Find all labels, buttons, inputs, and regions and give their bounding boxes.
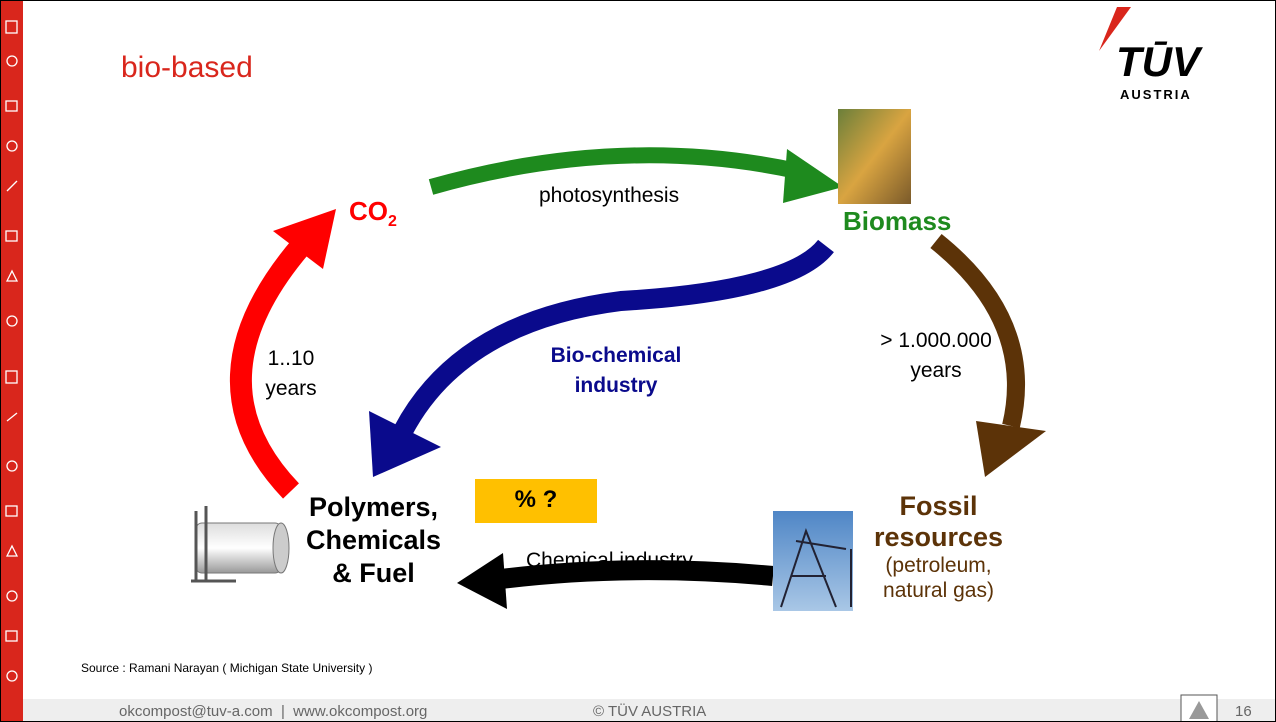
biomass-node: Biomass <box>843 206 951 237</box>
node-line: Chemicals <box>286 524 461 557</box>
edge-label: > 1.000.000 years <box>846 326 1026 386</box>
logo-name: AUSTRIA <box>1120 87 1192 102</box>
sidebar <box>1 1 23 721</box>
arrowhead <box>783 149 843 203</box>
label-line: years <box>846 356 1026 386</box>
footer-copyright: © TÜV AUSTRIA <box>593 703 706 720</box>
fossil-node: Fossil resources (petroleum, natural gas… <box>856 491 1021 603</box>
label-line: 1..10 <box>246 344 336 374</box>
source-note: Source : Ramani Narayan ( Michigan State… <box>81 661 372 675</box>
edge-label: Chemical industry <box>526 549 693 573</box>
arrowhead <box>457 553 507 609</box>
node-line: & Fuel <box>286 557 461 590</box>
node-line: Fossil <box>856 491 1021 522</box>
footer-contact: okcompost@tuv-a.com | www.okcompost.org <box>119 703 427 720</box>
node-line: resources <box>856 522 1021 553</box>
polymer-roll <box>191 506 289 581</box>
slide: bio-based TŪV AUSTRIA CO2 Biomass Polyme… <box>0 0 1276 722</box>
edge-label: 1..10 years <box>246 344 336 404</box>
co2-node: CO2 <box>349 196 397 231</box>
edge-label: photosynthesis <box>539 184 679 208</box>
edge-label: Bio-chemical industry <box>521 341 711 401</box>
node-line: Polymers, <box>286 491 461 524</box>
node-note: (petroleum, <box>856 553 1021 578</box>
label-line: Bio-chemical <box>521 341 711 371</box>
logo-mark: TŪV <box>1116 41 1200 83</box>
biomass-photo <box>838 109 911 204</box>
label-line: > 1.000.000 <box>846 326 1026 356</box>
badge-text: % ? <box>475 486 597 514</box>
co2-subscript: 2 <box>388 213 397 230</box>
arrow-photosynthesis <box>431 155 797 187</box>
label-line: industry <box>521 371 711 401</box>
node-note: natural gas) <box>856 578 1021 603</box>
arrow-biochemical <box>403 246 826 431</box>
page-number: 16 <box>1235 703 1252 720</box>
polymers-node: Polymers, Chemicals & Fuel <box>286 491 461 590</box>
label-line: years <box>246 374 336 404</box>
co2-label: CO <box>349 196 388 226</box>
slide-title: bio-based <box>121 51 253 85</box>
arrowhead <box>976 421 1046 477</box>
